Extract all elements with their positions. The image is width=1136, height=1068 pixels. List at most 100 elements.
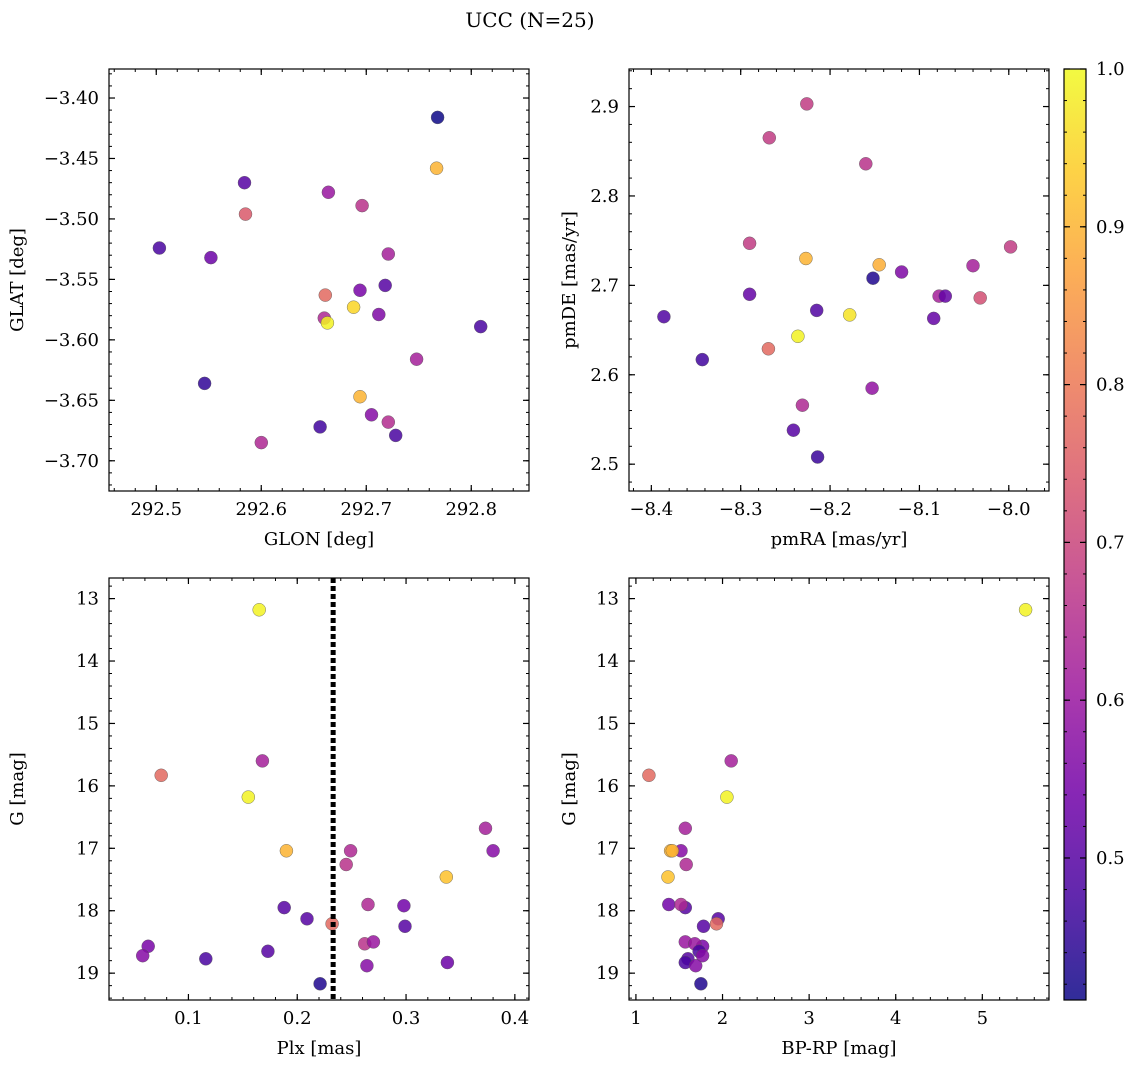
x-tick-label: 0.1 — [174, 1008, 203, 1029]
data-point — [474, 319, 488, 334]
data-point — [439, 870, 453, 884]
y-axis-label: GLAT [deg] — [7, 228, 28, 332]
figure-title: UCC (N=25) — [465, 8, 594, 32]
data-point — [440, 955, 455, 970]
data-point — [689, 959, 703, 973]
panel-proper-motion: −8.4 −8.3 −8.2 −8.1 −8.0 2.5 2.6 2.7 2.8 2.9 pmRA … — [559, 68, 1050, 550]
axes-frame — [628, 577, 1050, 1001]
x-tick-label: −8.1 — [898, 499, 942, 520]
data-point — [966, 259, 980, 273]
y-tick-label: 19 — [76, 963, 99, 984]
data-point — [277, 900, 291, 915]
data-point — [661, 870, 675, 884]
data-point — [318, 288, 332, 302]
data-point — [799, 251, 813, 266]
y-tick-label: 13 — [596, 589, 619, 610]
data-point — [859, 157, 873, 171]
data-point — [742, 236, 757, 251]
y-tick-label: 2.5 — [590, 454, 619, 475]
y-tick-label: 17 — [76, 838, 99, 859]
x-tick-label: 1 — [630, 1008, 641, 1029]
data-point — [696, 919, 711, 933]
x-axis-label: GLON [deg] — [264, 529, 374, 550]
y-tick-label: 16 — [596, 776, 619, 797]
data-point — [237, 175, 252, 190]
data-point — [694, 977, 708, 991]
data-point — [409, 352, 424, 366]
data-point — [199, 952, 213, 966]
data-point — [761, 342, 776, 356]
colorbar-tick-label: 1.0 — [1096, 59, 1125, 80]
data-point — [353, 390, 367, 404]
data-point — [321, 185, 336, 200]
y-tick-label: 2.9 — [590, 97, 619, 118]
axes-frame — [628, 68, 1050, 492]
data-point — [695, 949, 710, 963]
data-point — [973, 291, 987, 305]
data-point — [252, 603, 266, 617]
data-point — [1018, 603, 1033, 617]
data-point — [360, 959, 374, 973]
y-tick-label: −3.60 — [44, 330, 99, 351]
data-point — [665, 844, 679, 858]
data-point — [1003, 240, 1018, 254]
colorbar-tick-label: 0.6 — [1096, 690, 1125, 711]
data-point — [313, 977, 327, 991]
x-tick-label: 292.5 — [130, 499, 182, 520]
data-point — [865, 381, 879, 395]
y-tick-label: 15 — [596, 713, 619, 734]
data-point — [355, 198, 369, 213]
data-point — [478, 821, 493, 835]
data-point — [381, 415, 395, 429]
data-point — [241, 790, 256, 804]
y-tick-label: 2.7 — [590, 275, 619, 296]
data-point — [378, 278, 392, 293]
data-point — [135, 949, 150, 963]
data-point — [397, 899, 411, 913]
y-tick-label: 13 — [76, 589, 99, 610]
y-tick-label: 2.6 — [590, 365, 619, 386]
data-point — [810, 450, 825, 464]
data-point — [152, 241, 167, 255]
y-tick-label: 18 — [76, 901, 99, 922]
y-tick-label: 16 — [76, 776, 99, 797]
data-point — [361, 897, 375, 912]
data-point — [313, 420, 327, 434]
x-tick-label: 2 — [717, 1008, 728, 1029]
data-point — [709, 917, 724, 931]
data-point — [695, 352, 709, 367]
y-tick-label: 19 — [596, 963, 619, 984]
data-point — [786, 423, 801, 437]
x-tick-label: 292.6 — [235, 499, 287, 520]
data-point — [657, 310, 671, 324]
x-axis-label: BP-RP [mag] — [781, 1038, 896, 1059]
data-point — [642, 768, 656, 782]
data-point — [320, 316, 335, 330]
data-point — [389, 428, 403, 443]
data-point — [795, 398, 810, 412]
y-tick-label: −3.55 — [44, 269, 99, 290]
y-tick-label: −3.65 — [44, 390, 99, 411]
y-tick-label: 2.8 — [590, 186, 619, 207]
colorbar: 0.5 0.6 0.7 0.8 0.9 1.0 — [1063, 59, 1125, 1001]
data-point — [238, 207, 253, 221]
data-point — [810, 303, 824, 318]
data-point — [366, 935, 381, 949]
data-point — [762, 131, 776, 145]
data-point — [430, 110, 445, 125]
data-point — [720, 790, 734, 804]
x-tick-label: −8.2 — [808, 499, 852, 520]
x-axis-label: Plx [mas] — [277, 1038, 362, 1059]
axes-frame — [108, 68, 530, 492]
data-point — [197, 376, 212, 391]
data-point — [261, 944, 275, 958]
data-point — [843, 308, 857, 322]
data-point — [872, 258, 886, 272]
panel-cmd-color: 1 2 3 4 5 13 14 15 16 17 18 19 BP-RP [mag] G [mag] — [559, 577, 1050, 1059]
data-point — [742, 287, 757, 301]
x-tick-label: 5 — [977, 1008, 988, 1029]
data-point — [866, 271, 880, 285]
y-tick-label: −3.45 — [44, 148, 99, 169]
x-tick-label: 0.3 — [392, 1008, 421, 1029]
